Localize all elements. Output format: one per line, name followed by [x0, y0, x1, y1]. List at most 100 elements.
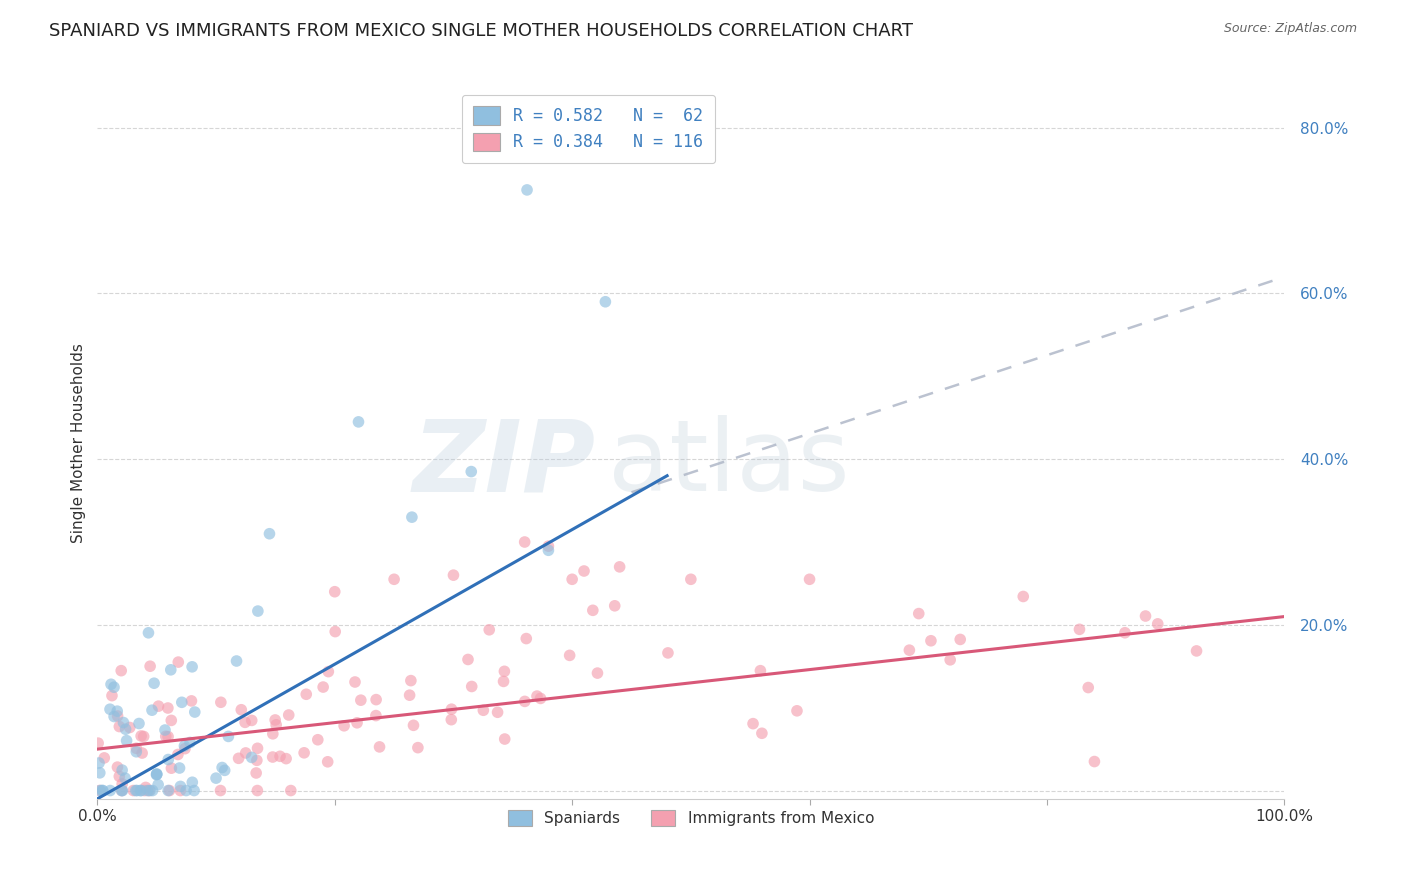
Point [264, 713, 287, 727]
Point [134, 783, 156, 797]
Point [558, 648, 581, 663]
Point [209, 783, 232, 797]
Point [231, 703, 253, 717]
Point [173, 739, 195, 753]
Point [98, 702, 121, 716]
Point [159, 783, 181, 797]
Point [246, 604, 269, 618]
Point [235, 746, 257, 760]
Point [280, 783, 302, 797]
Point [516, 183, 538, 197]
Point [262, 727, 284, 741]
Point [174, 783, 197, 797]
Point [167, 655, 190, 669]
Point [139, 659, 162, 673]
Point [323, 584, 346, 599]
Point [240, 750, 263, 764]
Point [440, 713, 463, 727]
Point [898, 643, 921, 657]
Point [101, 689, 124, 703]
Point [245, 766, 267, 780]
Point [91, 783, 114, 797]
Point [153, 723, 176, 737]
Point [246, 741, 269, 756]
Point [799, 572, 821, 586]
Point [277, 708, 299, 723]
Point [156, 701, 179, 715]
Point [138, 783, 160, 797]
Point [125, 745, 148, 759]
Point [228, 751, 250, 765]
Point [609, 559, 631, 574]
Point [443, 568, 465, 582]
Point [292, 746, 315, 760]
Point [513, 694, 536, 708]
Point [145, 767, 167, 781]
Point [89, 765, 111, 780]
Point [111, 763, 134, 777]
Point [312, 680, 335, 694]
Point [118, 721, 141, 735]
Point [529, 691, 551, 706]
Text: SPANIARD VS IMMIGRANTS FROM MEXICO SINGLE MOTHER HOUSEHOLDS CORRELATION CHART: SPANIARD VS IMMIGRANTS FROM MEXICO SINGL… [49, 22, 914, 40]
Point [264, 718, 287, 732]
Point [167, 747, 190, 762]
Point [114, 771, 136, 785]
Point [170, 695, 193, 709]
Point [111, 783, 134, 797]
Point [160, 761, 183, 775]
Point [129, 783, 152, 797]
Point [318, 665, 340, 679]
Point [513, 535, 536, 549]
Point [603, 599, 626, 613]
Point [350, 693, 373, 707]
Point [907, 607, 929, 621]
Point [526, 689, 548, 703]
Point [87, 756, 110, 770]
Point [139, 783, 162, 797]
Point [107, 709, 129, 723]
Point [402, 718, 425, 732]
Point [125, 783, 148, 797]
Point [146, 778, 169, 792]
Point [214, 764, 236, 778]
Point [233, 715, 256, 730]
Point [183, 783, 205, 797]
Point [115, 733, 138, 747]
Point [515, 632, 537, 646]
Point [1083, 755, 1105, 769]
Point [259, 526, 281, 541]
Point [494, 665, 516, 679]
Point [141, 703, 163, 717]
Point [157, 730, 180, 744]
Point [132, 730, 155, 744]
Point [657, 646, 679, 660]
Point [108, 720, 131, 734]
Point [492, 674, 515, 689]
Point [138, 625, 160, 640]
Point [87, 736, 110, 750]
Point [1069, 623, 1091, 637]
Point [1114, 625, 1136, 640]
Point [366, 692, 388, 706]
Point [174, 741, 197, 756]
Point [398, 688, 420, 702]
Point [112, 715, 135, 730]
Point [323, 624, 346, 639]
Point [157, 783, 180, 797]
Point [572, 564, 595, 578]
Point [160, 714, 183, 728]
Point [146, 767, 169, 781]
Point [105, 704, 128, 718]
Point [537, 539, 560, 553]
Point [131, 746, 153, 760]
Point [157, 752, 180, 766]
Point [159, 663, 181, 677]
Point [679, 572, 702, 586]
Point [180, 694, 202, 708]
Point [561, 572, 583, 586]
Point [582, 603, 605, 617]
Point [346, 715, 368, 730]
Point [920, 633, 942, 648]
Point [586, 666, 609, 681]
